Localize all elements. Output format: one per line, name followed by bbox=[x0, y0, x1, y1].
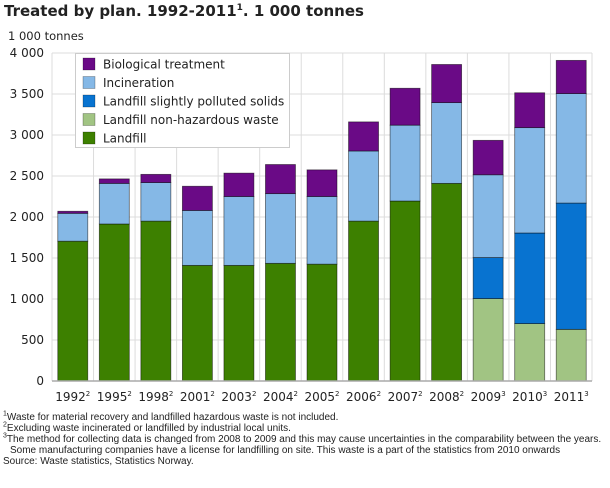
x-tick-label: 20082 bbox=[429, 390, 464, 404]
chart-title: Treated by plan. 1992-20111. 1 000 tonne… bbox=[4, 2, 364, 20]
bar-segment bbox=[514, 127, 546, 234]
x-tick-label: 20052 bbox=[304, 390, 339, 404]
legend-label: Landfill slightly polluted solids bbox=[103, 95, 284, 109]
legend-swatch bbox=[82, 94, 96, 108]
y-tick-label: 1 500 bbox=[10, 251, 44, 265]
bar-segment bbox=[514, 323, 546, 382]
y-tick-label: 4 000 bbox=[10, 46, 44, 60]
bar-segment bbox=[57, 240, 89, 382]
bar-segment bbox=[348, 150, 379, 222]
y-tick-label: 0 bbox=[36, 374, 44, 388]
x-tick-label: 19982 bbox=[138, 390, 173, 404]
x-tick-label: 20032 bbox=[221, 390, 256, 404]
legend-swatch bbox=[82, 131, 96, 145]
bar-segment bbox=[472, 298, 504, 382]
bar-segment bbox=[98, 182, 130, 225]
source: Source: Waste statistics, Statistics Nor… bbox=[3, 456, 194, 467]
legend-label: Incineration bbox=[103, 76, 174, 90]
bar-segment bbox=[223, 196, 255, 266]
bar-segment bbox=[57, 210, 89, 214]
bar-segment bbox=[223, 264, 255, 382]
legend-swatch bbox=[82, 76, 96, 89]
bar-segment bbox=[431, 182, 463, 382]
y-axis-label: 1 000 tonnes bbox=[8, 29, 84, 43]
bar-segment bbox=[431, 102, 463, 184]
bar-segment bbox=[389, 124, 421, 202]
legend-swatch bbox=[82, 113, 96, 126]
bar-segment bbox=[514, 92, 546, 129]
bar-segment bbox=[265, 262, 296, 382]
x-tick-label: 20103 bbox=[512, 390, 547, 404]
bar-segment bbox=[98, 178, 130, 184]
legend-label: Landfill non-hazardous waste bbox=[103, 113, 279, 127]
bar-segment bbox=[472, 257, 504, 299]
bar-segment bbox=[140, 182, 172, 222]
bar-segment bbox=[348, 121, 379, 152]
bar-segment bbox=[389, 87, 421, 126]
y-tick-label: 2 500 bbox=[10, 169, 44, 183]
bar-segment bbox=[555, 93, 587, 204]
footnotes: 1Waste for material recovery and landfil… bbox=[3, 410, 608, 467]
bar-segment bbox=[181, 185, 213, 211]
footnote-2: 2Excluding waste incinerated or landfill… bbox=[3, 421, 291, 434]
footnote-1: 1Waste for material recovery and landfil… bbox=[3, 410, 339, 423]
legend-label: Landfill bbox=[103, 132, 147, 146]
x-tick-label: 20012 bbox=[180, 390, 215, 404]
footnote-3: 3The method for collecting data is chang… bbox=[3, 432, 602, 456]
bar-segment bbox=[140, 173, 172, 183]
bar-segment bbox=[265, 164, 296, 195]
x-tick-label: 20042 bbox=[263, 390, 298, 404]
bar-segment bbox=[555, 202, 587, 330]
x-tick-label: 20072 bbox=[388, 390, 423, 404]
bar-segment bbox=[555, 59, 587, 94]
y-tick-label: 3 500 bbox=[10, 87, 44, 101]
x-tick-label: 19922 bbox=[55, 390, 90, 404]
bar-segment bbox=[181, 210, 213, 266]
x-tick-label: 20062 bbox=[346, 390, 381, 404]
bar-segment bbox=[181, 264, 213, 382]
bar-segment bbox=[472, 174, 504, 258]
bar-segment bbox=[431, 64, 463, 104]
legend-box bbox=[75, 53, 290, 148]
bar-segment bbox=[555, 328, 587, 382]
y-tick-label: 500 bbox=[21, 333, 44, 347]
bar-segment bbox=[306, 196, 338, 265]
chart-plot: 0 500 1 000 1 500 2 000 2 500 3 000 3 500 4 000 1… bbox=[10, 46, 593, 404]
legend-swatch bbox=[82, 57, 96, 71]
y-tick-label: 3 000 bbox=[10, 128, 44, 142]
bar-segment bbox=[306, 169, 338, 197]
bar-segment bbox=[306, 263, 338, 382]
bar-segment bbox=[389, 200, 421, 382]
y-tick-label: 2 000 bbox=[10, 210, 44, 224]
x-tick-label: 20093 bbox=[471, 390, 506, 404]
bar-segment bbox=[265, 193, 296, 264]
x-tick-label: 19952 bbox=[97, 390, 132, 404]
bar-segment bbox=[348, 220, 379, 382]
bar-segment bbox=[140, 220, 172, 382]
bar-segment bbox=[57, 212, 89, 242]
bar-segment bbox=[98, 223, 130, 382]
legend-label: Biological treatment bbox=[103, 58, 225, 72]
x-tick-label: 20113 bbox=[554, 390, 589, 404]
bar-segment bbox=[472, 139, 504, 176]
bar-segment bbox=[223, 172, 255, 197]
bar-segment bbox=[514, 232, 546, 325]
y-tick-label: 1 000 bbox=[10, 292, 44, 306]
